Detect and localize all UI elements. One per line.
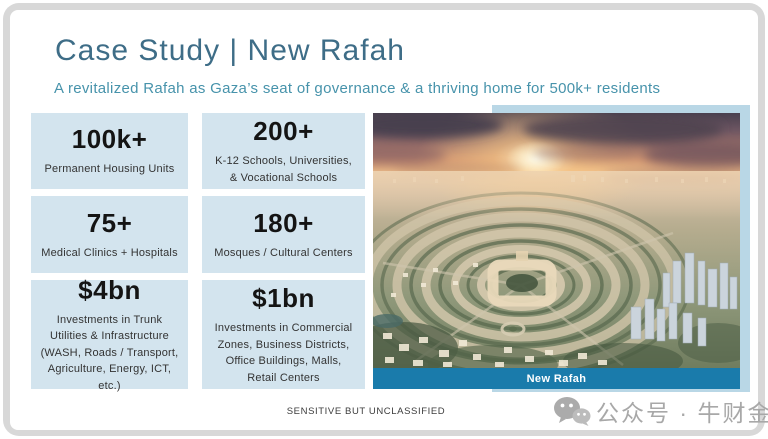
aerial-city-image: New Rafah: [373, 113, 740, 389]
stat-value: $4bn: [78, 274, 141, 305]
stat-box-housing: 100k+ Permanent Housing Units: [31, 113, 188, 189]
stat-value: $1bn: [252, 283, 315, 313]
stat-label: Mosques / Cultural Centers: [214, 246, 353, 259]
stat-value: 180+: [253, 207, 314, 238]
stat-box-commercial: $1bn Investments in Commercial Zones, Bu…: [202, 280, 365, 389]
watermark: 公众号 · 牛财金 8: [553, 394, 768, 428]
wechat-icon: [554, 396, 591, 426]
stat-box-infrastructure: $4bn Investments in Trunk Utilities & In…: [31, 275, 188, 392]
stat-label: K-12 Schools, Universities, & Vocational…: [215, 155, 352, 184]
stat-box-medical: 75+ Medical Clinics + Hospitals: [31, 196, 188, 273]
stat-box-schools: 200+ K-12 Schools, Universities, & Vocat…: [202, 113, 365, 189]
stat-label: Medical Clinics + Hospitals: [41, 246, 178, 259]
stat-value: 75+: [86, 207, 133, 238]
classification-footer: SENSITIVE BUT UNCLASSIFIED: [286, 406, 446, 417]
page-title: Case Study | New Rafah: [55, 34, 405, 67]
stat-value: 100k+: [71, 124, 148, 155]
slide-subtitle: A revitalized Rafah as Gaza’s seat of go…: [54, 80, 661, 97]
stat-label: Investments in Commercial Zones, Busines…: [214, 322, 353, 384]
stat-value: 200+: [253, 116, 314, 146]
image-caption: New Rafah: [373, 368, 740, 389]
stat-label: Permanent Housing Units: [44, 163, 175, 176]
slide-canvas: Case Study | New Rafah A revitalized Raf…: [10, 10, 768, 430]
watermark-text: 公众号 · 牛财金: [596, 400, 768, 426]
stat-box-mosques: 180+ Mosques / Cultural Centers: [202, 196, 365, 273]
stat-label: Investments in Trunk Utilities & Infrast…: [40, 313, 179, 392]
aerial-city-render: [373, 113, 740, 368]
